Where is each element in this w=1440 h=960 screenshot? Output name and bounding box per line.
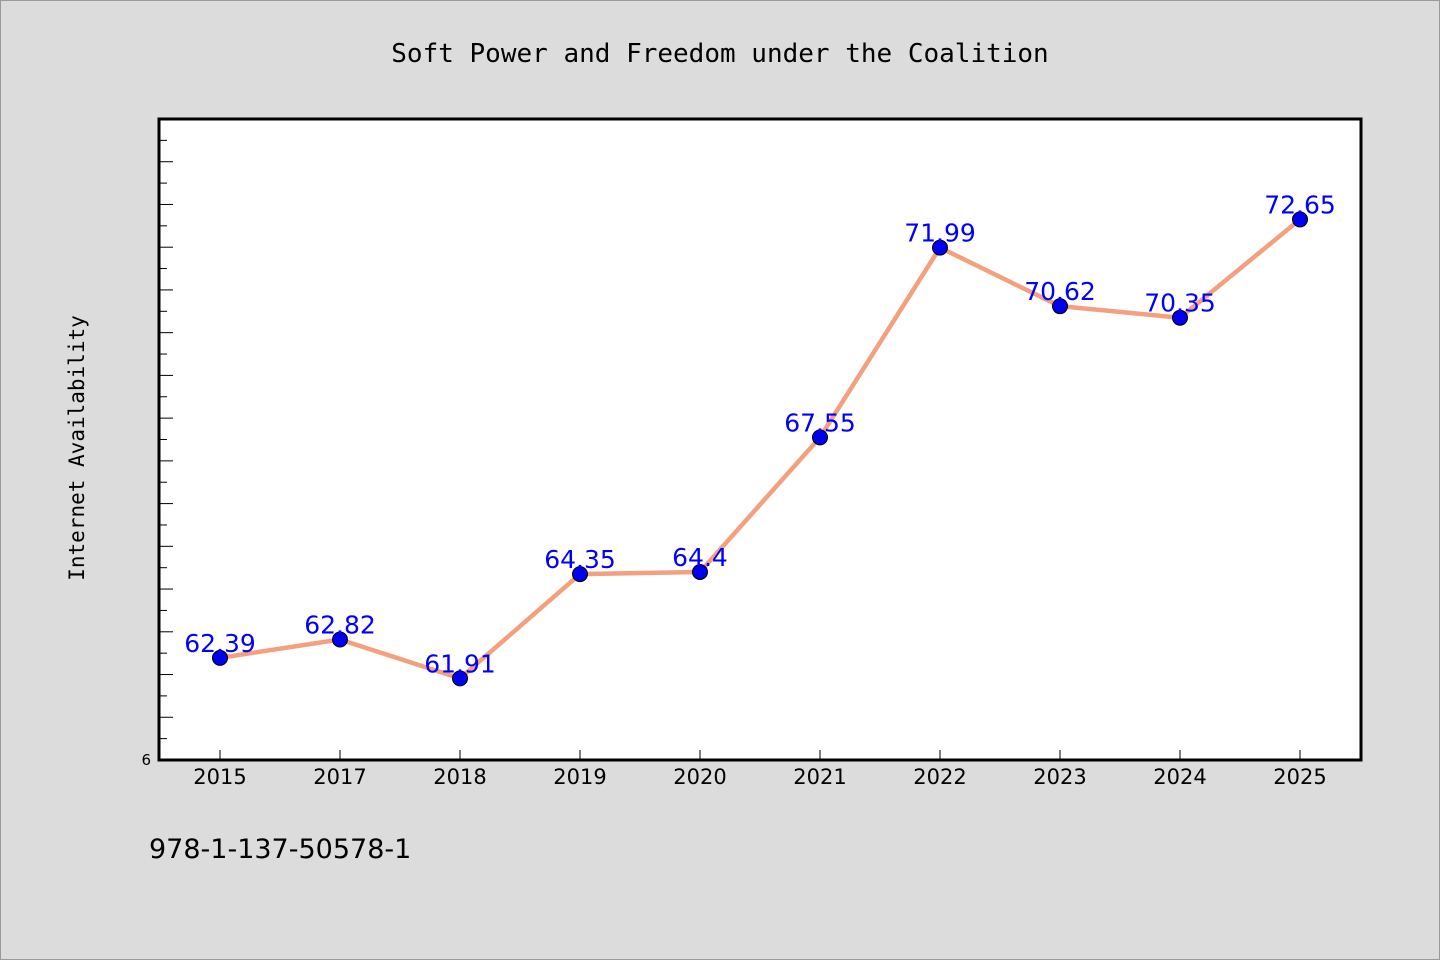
- isbn-label: 978-1-137-50578-1: [149, 834, 412, 865]
- data-point: [452, 670, 468, 687]
- y-axis-label: Internet Availability: [65, 315, 89, 581]
- data-point: [212, 649, 228, 666]
- y-axis-ticks: 6: [141, 139, 173, 769]
- data-label: 61.91: [424, 649, 496, 678]
- data-label: 72.65: [1264, 190, 1336, 219]
- data-labels: 62.39 62.82 61.91 64.35 64.4 67.55 71.99 70.62 7…: [184, 190, 1336, 678]
- x-tick-label: 2020: [673, 765, 726, 789]
- data-point: [572, 566, 588, 583]
- x-tick-label: 2023: [1033, 765, 1086, 789]
- x-tick-label: 2025: [1273, 765, 1326, 789]
- data-label: 70.62: [1024, 277, 1096, 306]
- x-tick-label: 2018: [433, 765, 486, 789]
- data-point: [1172, 309, 1188, 326]
- data-point: [1292, 211, 1308, 228]
- data-label: 67.55: [784, 408, 856, 437]
- chart-title: Soft Power and Freedom under the Coaliti…: [391, 39, 1048, 69]
- data-point: [692, 563, 708, 580]
- data-label: 62.39: [184, 629, 256, 658]
- x-tick-label: 2021: [793, 765, 846, 789]
- data-label: 71.99: [904, 219, 976, 248]
- x-tick-label: 2015: [193, 765, 246, 789]
- x-tick-label: 2024: [1153, 765, 1206, 789]
- y-tick-label: 6: [141, 751, 151, 769]
- data-series: [212, 211, 1308, 687]
- plot-area: [157, 117, 1363, 762]
- x-tick-label: 2022: [913, 765, 966, 789]
- data-label: 70.35: [1144, 289, 1216, 318]
- data-point: [1052, 298, 1068, 315]
- x-axis-ticks: 2015 2017 2018 2019 2020 2021 2022 2023 2024 2025: [193, 750, 1327, 789]
- x-tick-label: 2019: [553, 765, 606, 789]
- data-point: [812, 429, 828, 446]
- series-line: [219, 217, 1302, 681]
- data-point: [932, 239, 948, 256]
- data-point: [332, 631, 348, 648]
- data-label: 62.82: [304, 610, 376, 639]
- data-label: 64.4: [672, 543, 728, 572]
- data-label: 64.35: [544, 545, 616, 574]
- x-tick-label: 2017: [313, 765, 366, 789]
